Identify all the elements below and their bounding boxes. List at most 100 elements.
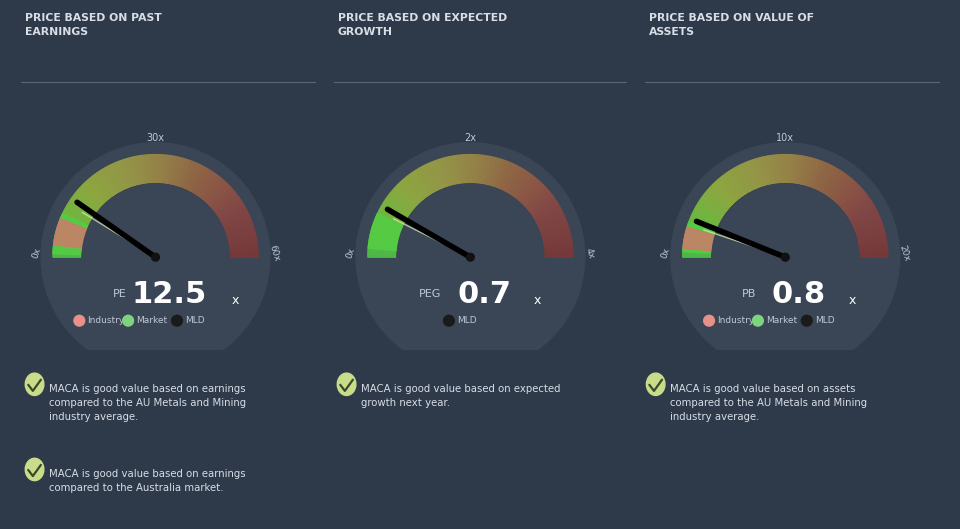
Text: 30x: 30x [147,133,164,143]
Wedge shape [851,210,878,226]
Wedge shape [71,195,97,215]
Wedge shape [158,154,164,184]
Wedge shape [854,222,883,235]
Wedge shape [795,156,804,185]
Text: 10x: 10x [777,133,794,143]
Wedge shape [687,222,716,235]
Wedge shape [227,231,255,241]
Wedge shape [423,164,440,192]
Wedge shape [54,239,84,248]
Wedge shape [142,155,149,185]
Wedge shape [684,244,712,251]
Wedge shape [112,162,128,191]
Wedge shape [77,188,102,210]
Wedge shape [857,235,886,244]
Wedge shape [529,195,555,215]
Text: 0x: 0x [660,247,672,260]
Wedge shape [217,202,245,221]
Wedge shape [856,231,885,241]
Wedge shape [858,253,888,257]
Wedge shape [129,157,139,186]
Circle shape [671,143,900,371]
Wedge shape [54,219,87,248]
Wedge shape [41,143,270,257]
Wedge shape [62,210,90,226]
Wedge shape [828,173,848,199]
Wedge shape [211,191,237,213]
Wedge shape [847,202,875,221]
Wedge shape [804,158,816,187]
Wedge shape [855,226,884,238]
Wedge shape [379,206,407,223]
Wedge shape [427,162,443,191]
Wedge shape [222,214,251,229]
Wedge shape [701,195,727,215]
Text: 20x: 20x [898,244,911,262]
Wedge shape [694,206,722,223]
Wedge shape [692,210,720,226]
Text: PB: PB [741,289,756,299]
Wedge shape [395,185,419,208]
Wedge shape [448,156,458,186]
Wedge shape [777,154,782,184]
Wedge shape [685,231,714,241]
Circle shape [712,184,858,331]
Wedge shape [226,226,254,238]
Circle shape [444,315,454,326]
Wedge shape [543,248,573,254]
Wedge shape [89,176,111,201]
Wedge shape [839,188,864,210]
Wedge shape [198,173,218,199]
Wedge shape [470,154,475,184]
Wedge shape [684,235,713,244]
Wedge shape [683,222,716,253]
Wedge shape [492,159,506,188]
Wedge shape [412,171,431,197]
Wedge shape [802,157,812,186]
Wedge shape [792,155,799,185]
Wedge shape [372,226,400,238]
Wedge shape [853,218,881,232]
Wedge shape [175,158,186,187]
Wedge shape [788,154,794,184]
Wedge shape [813,162,828,191]
Circle shape [646,373,665,396]
Wedge shape [392,188,417,210]
Wedge shape [495,161,510,189]
Wedge shape [466,154,470,184]
Wedge shape [168,156,178,186]
Wedge shape [531,198,557,218]
Wedge shape [66,202,94,221]
Wedge shape [368,253,397,257]
Wedge shape [369,214,404,251]
Wedge shape [80,185,104,208]
Wedge shape [224,218,252,232]
Circle shape [83,184,228,331]
Text: x: x [849,294,856,307]
Wedge shape [156,154,160,184]
Wedge shape [763,156,773,186]
Wedge shape [195,171,214,197]
Wedge shape [858,248,888,254]
Circle shape [83,184,228,331]
Text: Market: Market [136,316,168,325]
Wedge shape [704,191,730,213]
Text: PE: PE [112,289,126,299]
Circle shape [467,253,474,261]
Text: x: x [231,294,239,307]
Wedge shape [716,179,738,203]
Wedge shape [819,166,836,194]
Circle shape [83,184,228,331]
Wedge shape [734,166,752,194]
Wedge shape [822,168,840,195]
Wedge shape [487,157,497,186]
Wedge shape [750,159,763,188]
Wedge shape [513,173,533,199]
Wedge shape [540,222,568,235]
Wedge shape [462,154,468,184]
Wedge shape [517,179,540,203]
Wedge shape [369,239,398,248]
Text: x: x [534,294,541,307]
Wedge shape [397,181,420,205]
Wedge shape [189,166,206,194]
